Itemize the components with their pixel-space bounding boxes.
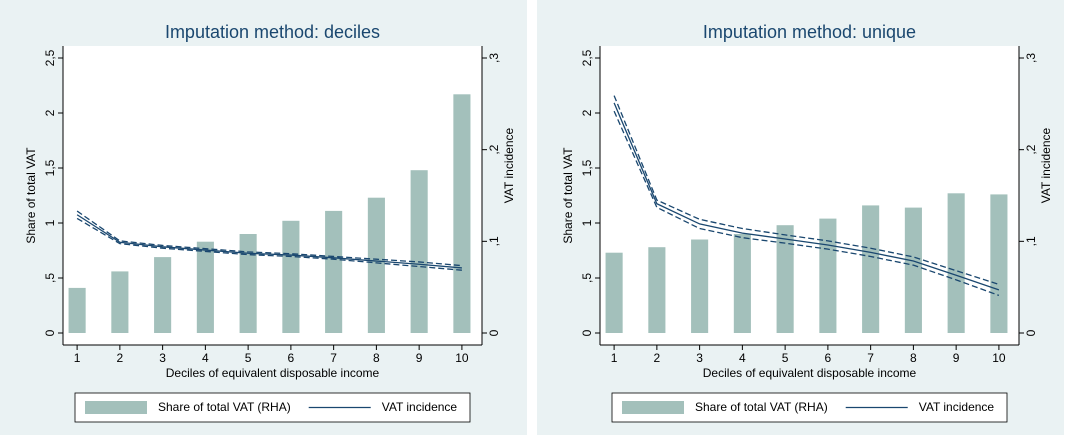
ci-upper (613, 95, 1000, 286)
y2-tick-label: ,1 (487, 236, 501, 246)
bar (862, 205, 880, 333)
x-tick-label: 7 (867, 351, 874, 365)
y2-tick-label: ,2 (487, 144, 501, 154)
x-tick-label: 2 (117, 351, 124, 365)
x-tick-label: 8 (373, 351, 380, 365)
x-tick-label: 6 (288, 351, 295, 365)
chart-title: Imputation method: deciles (165, 22, 380, 42)
bar (282, 220, 300, 333)
y-tick-label: 2,5 (43, 49, 57, 66)
bar (239, 234, 257, 333)
y2-tick-label: ,3 (487, 53, 501, 63)
x-tick-label: 4 (739, 351, 746, 365)
legend-swatch (85, 401, 147, 414)
y-tick-label: 2,5 (580, 49, 594, 66)
x-tick-label: 1 (74, 351, 81, 365)
legend-label: VAT incidence (382, 400, 458, 414)
ci-upper (76, 210, 462, 267)
ci-lower (613, 110, 1000, 297)
y-tick-label: 2 (43, 109, 57, 116)
y2-tick-label: 0 (1024, 329, 1038, 336)
x-tick-label: 7 (330, 351, 337, 365)
x-tick-label: 5 (782, 351, 789, 365)
ci-lower (76, 217, 462, 271)
bar (154, 257, 172, 333)
bar (691, 239, 709, 333)
x-axis-title: Deciles of equivalent disposable income (703, 366, 917, 380)
y-tick-label: ,5 (43, 273, 57, 283)
bar (947, 193, 965, 333)
y-tick-label: 1 (580, 219, 594, 226)
legend-label: VAT incidence (919, 400, 995, 414)
y-tick-label: 0 (580, 329, 594, 336)
x-tick-label: 3 (159, 351, 166, 365)
legend-swatch (622, 401, 684, 414)
y2-tick-label: ,3 (1024, 53, 1038, 63)
x-tick-label: 3 (696, 351, 703, 365)
y-tick-label: ,5 (580, 273, 594, 283)
line (76, 214, 462, 269)
x-axis-title: Deciles of equivalent disposable income (166, 366, 380, 380)
x-tick-label: 8 (910, 351, 917, 365)
bar (196, 241, 214, 333)
bar (648, 247, 666, 333)
bar (367, 197, 385, 333)
x-tick-label: 1 (611, 351, 618, 365)
x-tick-label: 4 (202, 351, 209, 365)
x-tick-label: 2 (654, 351, 661, 365)
y2-axis-title: VAT incidence (1039, 127, 1053, 203)
line (613, 102, 1000, 291)
y-tick-label: 2 (580, 109, 594, 116)
y-tick-label: 1,5 (43, 159, 57, 176)
x-tick-label: 5 (245, 351, 252, 365)
x-tick-label: 9 (416, 351, 423, 365)
y-axis-title: Share of total VAT (24, 147, 38, 244)
x-tick-label: 10 (455, 351, 469, 365)
bar (819, 218, 837, 333)
chart-title: Imputation method: unique (703, 22, 916, 42)
bar (325, 210, 343, 333)
x-tick-label: 6 (825, 351, 832, 365)
legend-label: Share of total VAT (RHA) (158, 400, 291, 414)
y-tick-label: 1,5 (580, 159, 594, 176)
x-tick-label: 9 (953, 351, 960, 365)
y2-axis-title: VAT incidence (502, 127, 516, 203)
bar (68, 287, 86, 333)
y-tick-label: 0 (43, 329, 57, 336)
y-tick-label: 1 (43, 219, 57, 226)
x-tick-label: 10 (992, 351, 1006, 365)
bar (453, 94, 471, 333)
bar (111, 271, 129, 333)
y-axis-title: Share of total VAT (561, 147, 575, 244)
bar (776, 225, 794, 333)
bar (733, 234, 751, 333)
bar (904, 207, 922, 333)
y2-tick-label: 0 (487, 329, 501, 336)
y2-tick-label: ,2 (1024, 144, 1038, 154)
y2-tick-label: ,1 (1024, 236, 1038, 246)
legend-label: Share of total VAT (RHA) (695, 400, 828, 414)
bar (410, 170, 428, 333)
bar (990, 194, 1008, 333)
bar (605, 252, 623, 333)
